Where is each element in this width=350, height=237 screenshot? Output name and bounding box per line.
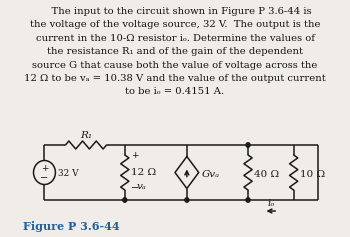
Text: to be iₒ = 0.4151 A.: to be iₒ = 0.4151 A. [125,87,225,96]
Text: The input to the circuit shown in Figure P 3.6-44 is: The input to the circuit shown in Figure… [39,6,311,15]
Text: −: − [40,173,49,182]
Text: −: − [131,183,139,193]
Text: current in the 10-Ω resistor iₒ. Determine the values of: current in the 10-Ω resistor iₒ. Determi… [35,33,315,42]
Text: the voltage of the voltage source, 32 V.  The output is the: the voltage of the voltage source, 32 V.… [30,20,320,29]
Text: the resistance R₁ and of the gain of the dependent: the resistance R₁ and of the gain of the… [47,47,303,56]
Text: Gvₐ: Gvₐ [202,170,219,179]
Circle shape [246,143,250,147]
Text: iₒ: iₒ [267,199,274,208]
Text: +: + [131,151,139,160]
Text: 12 Ω to be vₐ = 10.38 V and the value of the output current: 12 Ω to be vₐ = 10.38 V and the value of… [24,74,326,83]
Text: 10 Ω: 10 Ω [300,170,325,179]
Text: 32 V: 32 V [58,169,79,178]
Circle shape [123,198,127,202]
Text: 40 Ω: 40 Ω [254,170,280,179]
Text: +: + [41,164,48,173]
Text: 12 Ω: 12 Ω [131,168,156,177]
Text: R₁: R₁ [80,132,92,141]
Text: vₐ: vₐ [136,182,146,191]
Circle shape [185,198,189,202]
Text: Figure P 3.6-44: Figure P 3.6-44 [22,221,119,232]
Text: source G that cause both the value of voltage across the: source G that cause both the value of vo… [32,60,318,69]
Circle shape [246,198,250,202]
